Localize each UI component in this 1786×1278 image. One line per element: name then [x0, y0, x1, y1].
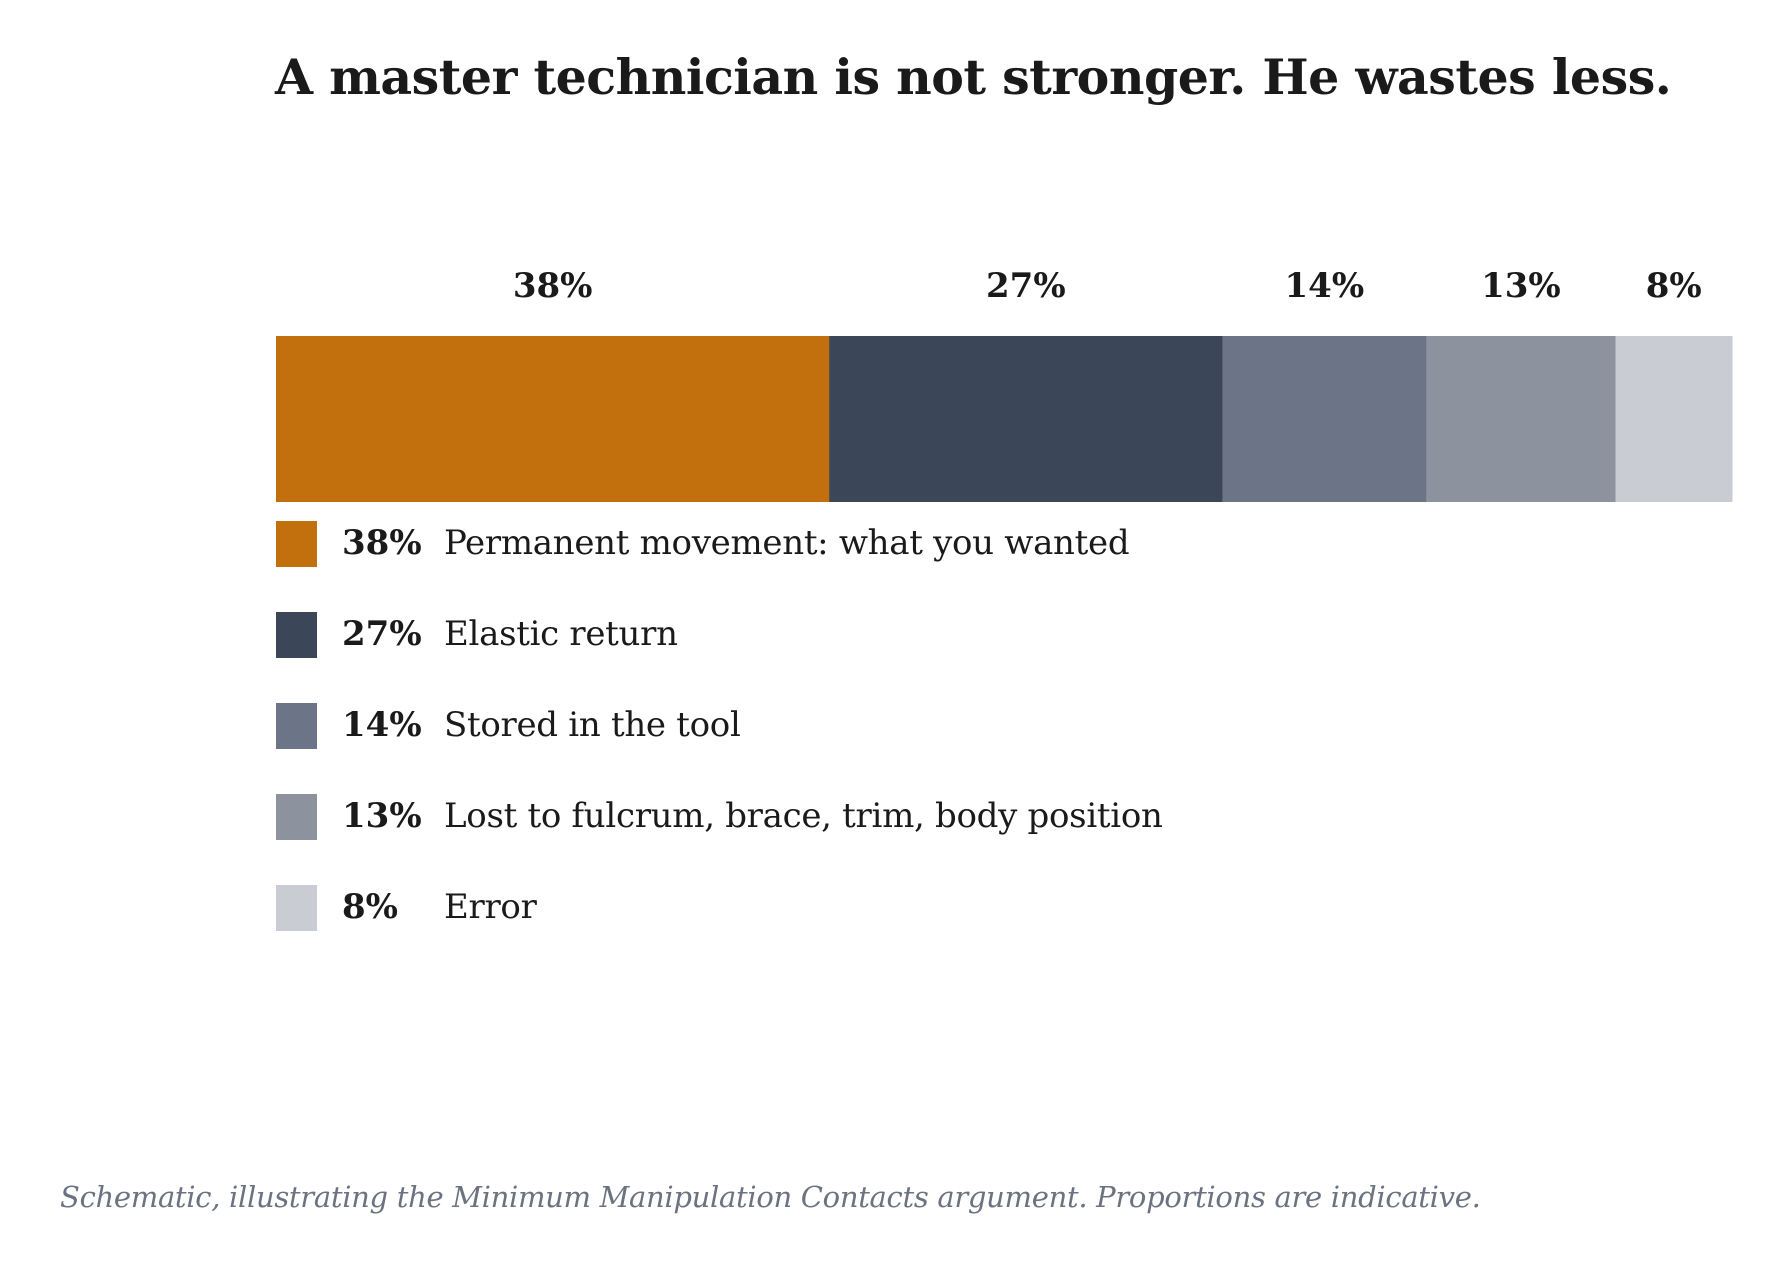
- legend-swatch: [276, 521, 317, 567]
- bar-segment: [276, 336, 830, 502]
- legend-label: Lost to fulcrum, brace, trim, body posit…: [444, 796, 1163, 836]
- data-label: 27%: [986, 266, 1066, 306]
- legend-swatch: [276, 794, 317, 840]
- data-label: 38%: [513, 266, 593, 306]
- legend-label: Error: [444, 887, 537, 927]
- chart-title: A master technician is not stronger. He …: [275, 48, 1672, 106]
- bar-segment: [1615, 336, 1733, 502]
- legend-percent: 8%: [342, 887, 398, 927]
- bar-segment: [829, 336, 1223, 502]
- legend-swatch: [276, 612, 317, 658]
- legend-swatch: [276, 885, 317, 931]
- legend-percent: 27%: [342, 614, 422, 654]
- bar-segment: [1222, 336, 1427, 502]
- legend-percent: 14%: [342, 705, 422, 745]
- data-label: 13%: [1481, 266, 1561, 306]
- footnote: Schematic, illustrating the Minimum Mani…: [60, 1180, 1481, 1214]
- legend-percent: 13%: [342, 796, 422, 836]
- legend-label: Permanent movement: what you wanted: [444, 523, 1130, 563]
- legend-swatch: [276, 703, 317, 749]
- legend-percent: 38%: [342, 523, 422, 563]
- legend-label: Stored in the tool: [444, 705, 741, 745]
- data-label: 8%: [1646, 266, 1702, 306]
- legend-label: Elastic return: [444, 614, 678, 654]
- bar-segment: [1426, 336, 1617, 502]
- data-label: 14%: [1285, 266, 1365, 306]
